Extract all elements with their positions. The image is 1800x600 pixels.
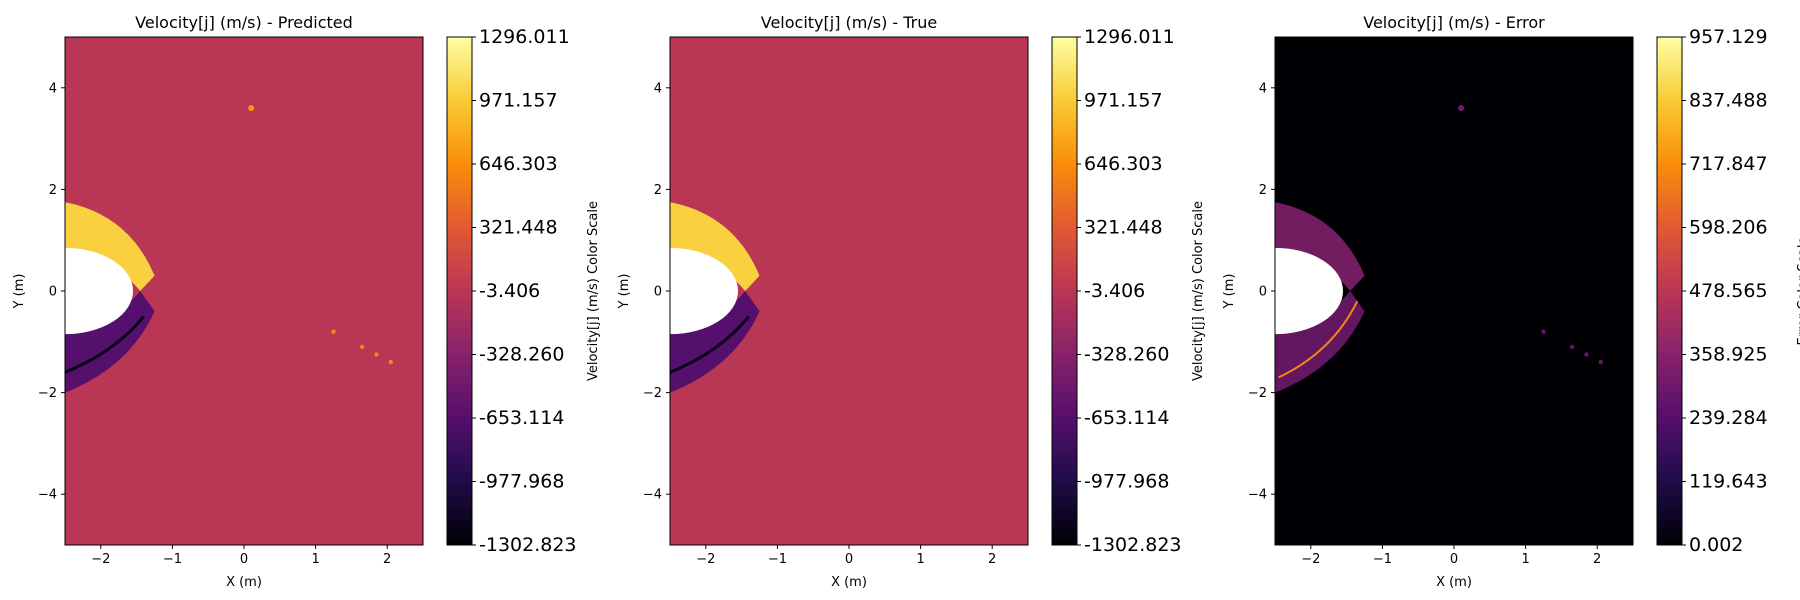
y-tick-label: −4 xyxy=(1248,488,1267,503)
colorbar-tick-label: 321.448 xyxy=(479,217,558,239)
colorbar-tick-label: -653.114 xyxy=(1084,407,1169,429)
chart-panel-3: −2 −1 0 1 2 −4 −2 0 2 4 Velocity[j] (m/s) - Error X… xyxy=(1207,13,1800,590)
x-tick-label: −2 xyxy=(696,552,715,567)
x-axis-label: X (m) xyxy=(226,575,262,590)
colorbar-tick-label: -1302.823 xyxy=(479,534,577,556)
y-axis-label: Y (m) xyxy=(12,274,27,310)
chart-title: Velocity[j] (m/s) - Predicted xyxy=(135,13,353,32)
colorbar-tick-label: 1296.011 xyxy=(1084,26,1175,48)
x-tick-label: −1 xyxy=(163,552,182,567)
colorbar-tick-label: 321.448 xyxy=(1084,217,1163,239)
y-tick-label: 2 xyxy=(49,183,57,198)
x-tick-label: 1 xyxy=(1521,552,1529,567)
artifact-spot xyxy=(1584,352,1588,356)
y-tick-label: −2 xyxy=(1248,386,1267,401)
colorbar-tick-label: -328.260 xyxy=(1084,344,1169,366)
chart-panel-1: −2 −1 0 1 2 −4 −2 0 2 4 Velocity[j] (m/s) - Predic… xyxy=(0,13,601,590)
x-tick-label: 0 xyxy=(1450,552,1458,567)
colorbar-tick-label: 957.129 xyxy=(1689,26,1768,48)
colorbar-tick-label: -977.968 xyxy=(479,471,564,493)
colorbar-tick-label: 646.303 xyxy=(479,153,558,175)
y-axis-label: Y (m) xyxy=(1222,274,1237,310)
colorbar xyxy=(447,37,472,545)
colorbar-tick-label: 1296.011 xyxy=(479,26,570,48)
x-axis-label: X (m) xyxy=(831,575,867,590)
colorbar-tick-label: -328.260 xyxy=(479,344,564,366)
colorbar-tick-label: 971.157 xyxy=(479,90,558,112)
artifact-spot xyxy=(1541,329,1545,333)
colorbar-label: Error Color Scale xyxy=(1796,237,1800,346)
x-tick-label: 0 xyxy=(240,552,248,567)
colorbar-tick-label: 646.303 xyxy=(1084,153,1163,175)
x-axis-label: X (m) xyxy=(1436,575,1472,590)
y-tick-label: 2 xyxy=(654,183,662,198)
colorbar-label: Velocity[j] (m/s) Color Scale xyxy=(586,201,601,381)
y-tick-label: −4 xyxy=(643,488,662,503)
chart-title: Velocity[j] (m/s) - Error xyxy=(1363,13,1545,32)
y-axis-label: Y (m) xyxy=(617,274,632,310)
y-tick-label: −2 xyxy=(643,386,662,401)
x-tick-label: 2 xyxy=(383,552,391,567)
heatmap-field xyxy=(1207,37,1633,545)
y-tick-label: 4 xyxy=(49,81,57,96)
x-tick-label: −2 xyxy=(91,552,110,567)
artifact-spot xyxy=(389,360,393,364)
y-tick-label: −4 xyxy=(38,488,57,503)
artifact-spot xyxy=(360,345,364,349)
x-tick-label: 2 xyxy=(988,552,996,567)
x-tick-label: −1 xyxy=(1373,552,1392,567)
artifact-spot xyxy=(248,105,254,111)
y-tick-label: −2 xyxy=(38,386,57,401)
colorbar-tick-label: 837.488 xyxy=(1689,90,1768,112)
y-tick-label: 0 xyxy=(49,285,57,300)
colorbar-tick-label: 239.284 xyxy=(1689,407,1768,429)
artifact-spot xyxy=(331,329,335,333)
colorbar xyxy=(1052,37,1077,545)
chart-panel-2: −2 −1 0 1 2 −4 −2 0 2 4 Velocity[j] (m/s) - True X … xyxy=(602,13,1206,590)
x-tick-label: 2 xyxy=(1593,552,1601,567)
x-tick-label: 1 xyxy=(311,552,319,567)
artifact-spot xyxy=(1599,360,1603,364)
colorbar-tick-label: 598.206 xyxy=(1689,217,1768,239)
colorbar-tick-label: -3.406 xyxy=(1084,280,1145,302)
artifact-spot xyxy=(374,352,378,356)
colorbar xyxy=(1657,37,1682,545)
x-tick-label: 1 xyxy=(916,552,924,567)
colorbar-tick-label: 478.565 xyxy=(1689,280,1768,302)
x-tick-label: −1 xyxy=(768,552,787,567)
y-tick-label: 4 xyxy=(1259,81,1267,96)
y-tick-label: 0 xyxy=(654,285,662,300)
x-tick-label: −2 xyxy=(1301,552,1320,567)
artifact-spot xyxy=(1570,345,1574,349)
y-tick-label: 2 xyxy=(1259,183,1267,198)
colorbar-tick-label: -977.968 xyxy=(1084,471,1169,493)
colorbar-tick-label: 717.847 xyxy=(1689,153,1768,175)
artifact-spot xyxy=(1458,105,1464,111)
chart-title: Velocity[j] (m/s) - True xyxy=(761,13,938,32)
colorbar-tick-label: -1302.823 xyxy=(1084,534,1182,556)
colorbar-tick-label: 0.002 xyxy=(1689,534,1743,556)
colorbar-tick-label: -3.406 xyxy=(479,280,540,302)
colorbar-label: Velocity[j] (m/s) Color Scale xyxy=(1191,201,1206,381)
y-tick-label: 4 xyxy=(654,81,662,96)
x-tick-label: 0 xyxy=(845,552,853,567)
heatmap-field xyxy=(602,37,1028,545)
y-tick-label: 0 xyxy=(1259,285,1267,300)
colorbar-tick-label: -653.114 xyxy=(479,407,564,429)
colorbar-tick-label: 971.157 xyxy=(1084,90,1163,112)
colorbar-tick-label: 358.925 xyxy=(1689,344,1768,366)
colorbar-tick-label: 119.643 xyxy=(1689,471,1768,493)
